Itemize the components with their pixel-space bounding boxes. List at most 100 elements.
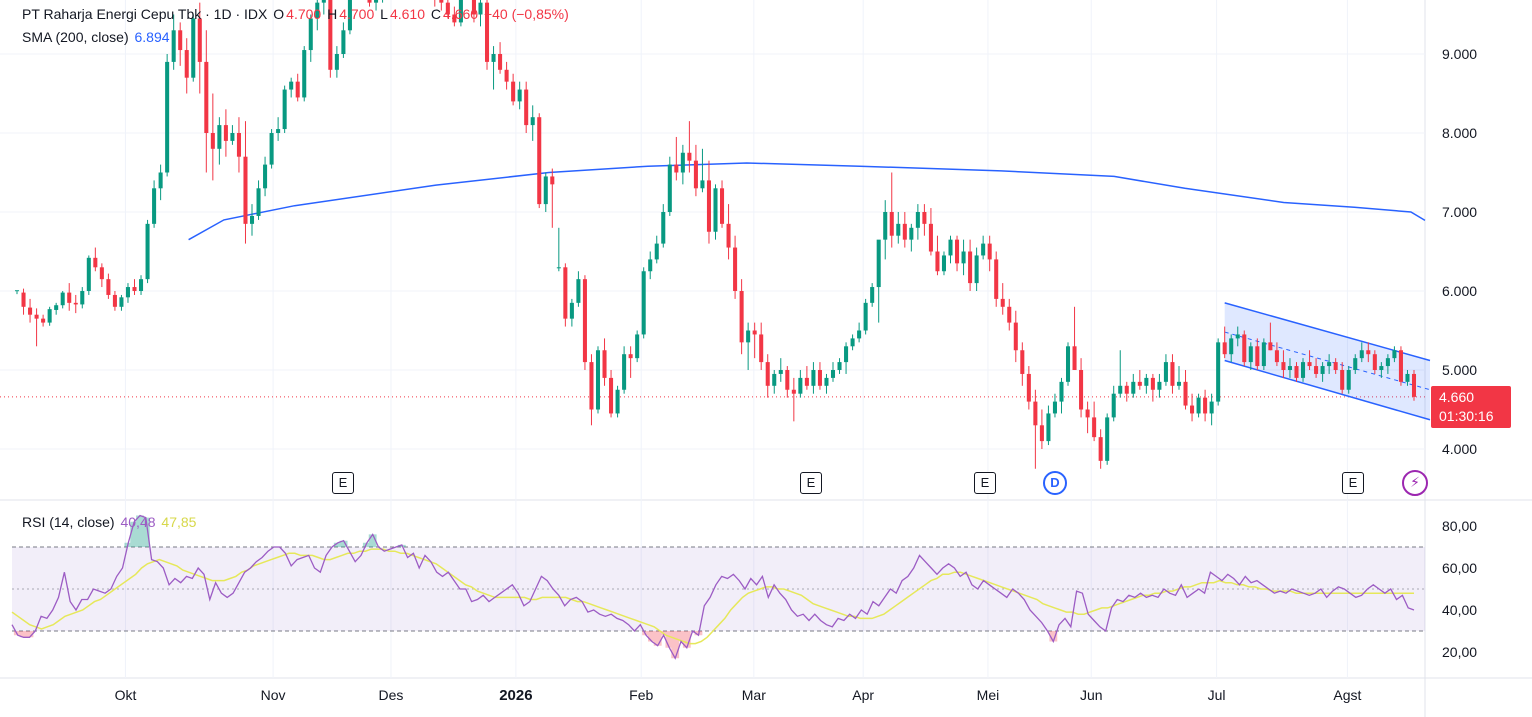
rsi-line <box>11 514 1415 660</box>
candle-body <box>1013 322 1018 351</box>
candle-body <box>1385 358 1390 367</box>
candle-body <box>1398 350 1403 382</box>
earnings-event-icon[interactable]: E <box>332 472 354 494</box>
candle-body <box>184 50 189 78</box>
change-value: −40 (−0,85%) <box>483 6 569 22</box>
x-tick-label: Agst <box>1333 687 1361 703</box>
candle-body <box>876 239 881 288</box>
split-event-icon[interactable]: ⚡ <box>1402 470 1428 496</box>
candle-body <box>269 133 274 165</box>
earnings-event-icon[interactable]: E <box>974 472 996 494</box>
candle-body <box>700 180 705 189</box>
candle-body <box>99 267 104 280</box>
candle-body <box>1033 401 1038 426</box>
sma-value: 6.894 <box>134 29 170 45</box>
candle-body <box>706 180 711 232</box>
candle-body <box>295 81 300 98</box>
candle-body <box>609 377 614 414</box>
candle-body <box>785 370 790 390</box>
last-price-tag: 4.660 01:30:16 <box>1431 386 1511 428</box>
candle-body <box>1052 401 1057 414</box>
candle-body <box>321 0 326 3</box>
candle-body <box>739 291 744 343</box>
candle-body <box>315 2 320 19</box>
rsi-tick-label: 80,00 <box>1442 518 1477 534</box>
candle-body <box>563 267 568 319</box>
candle-body <box>145 223 150 280</box>
candle-body <box>86 257 91 291</box>
candle-body <box>191 18 196 78</box>
candle-body <box>1411 373 1417 397</box>
x-tick-label: Apr <box>852 687 874 703</box>
channel-lower-line <box>1224 359 1431 421</box>
candle-body <box>726 223 731 248</box>
candle-body <box>1176 381 1182 386</box>
candle-body <box>857 330 862 339</box>
candle-body <box>582 279 587 363</box>
candle-body <box>687 152 692 161</box>
candle-body <box>817 370 822 386</box>
candle-body <box>1314 366 1319 374</box>
axes: Okt Nov Des 2026 Feb Mar Apr Mei Jun Jul Agst 9.000… <box>115 46 1478 704</box>
candle-body <box>41 318 46 323</box>
symbol-title[interactable]: PT Raharja Energi Cepu Tbk · 1D · IDX <box>22 6 268 22</box>
close-label: C <box>430 6 442 22</box>
candle-body <box>1144 377 1149 386</box>
candle-body <box>1190 405 1195 414</box>
candle-body <box>824 377 829 386</box>
candle-body <box>439 0 444 3</box>
candle-body <box>1346 370 1351 390</box>
earnings-event-icon[interactable]: E <box>800 472 822 494</box>
low-label: L <box>380 6 388 22</box>
candle-body <box>922 212 927 224</box>
candle-body <box>1372 354 1377 370</box>
candle-body <box>1059 381 1064 402</box>
rsi-tick-label: 40,00 <box>1442 602 1477 618</box>
x-tick-label: Nov <box>261 687 286 703</box>
candle-body <box>165 61 170 173</box>
candle-body <box>667 164 672 212</box>
candle-body <box>1150 377 1155 390</box>
sma-legend[interactable]: SMA (200, close) 6.894 <box>22 29 172 45</box>
candle-body <box>1235 334 1240 339</box>
candle-body <box>1203 397 1208 414</box>
high-label: H <box>327 6 338 22</box>
candle-body <box>223 125 228 141</box>
candle-body <box>1281 362 1286 370</box>
candle-body <box>569 302 574 319</box>
candle-body <box>14 290 20 292</box>
candle-body <box>941 255 947 272</box>
rsi-label: RSI (14, close) <box>22 514 115 530</box>
candle-body <box>458 0 463 23</box>
candle-body <box>896 223 901 236</box>
candle-body <box>517 89 522 102</box>
candle-body <box>935 251 940 272</box>
x-tick-label: Mei <box>977 687 1000 703</box>
candle-body <box>778 370 783 374</box>
candle-body <box>556 267 561 269</box>
earnings-event-icon[interactable]: E <box>1342 472 1364 494</box>
candle-body <box>1222 342 1227 355</box>
candle-body <box>308 18 313 51</box>
rsi-value: 40,48 <box>120 514 156 530</box>
candle-body <box>1163 362 1168 382</box>
candle-body <box>452 14 457 23</box>
candle-body <box>602 350 607 378</box>
candle-body <box>1137 381 1142 386</box>
candle-body <box>1131 381 1136 394</box>
candle-body <box>1183 381 1188 406</box>
rsi-legend[interactable]: RSI (14, close) 40,48 47,85 <box>22 514 198 530</box>
candle-body <box>1307 362 1312 367</box>
candle-body <box>1366 350 1371 355</box>
candle-body <box>256 188 261 216</box>
dividend-event-icon[interactable]: D <box>1043 471 1067 495</box>
candle-body <box>648 259 653 272</box>
candle-body <box>746 330 751 343</box>
candle-body <box>622 354 627 390</box>
sma-line-layer <box>188 162 1426 241</box>
candle-body <box>498 54 503 70</box>
candle-body <box>1248 346 1253 363</box>
candle-body <box>1274 350 1279 363</box>
candle-body <box>987 243 992 260</box>
